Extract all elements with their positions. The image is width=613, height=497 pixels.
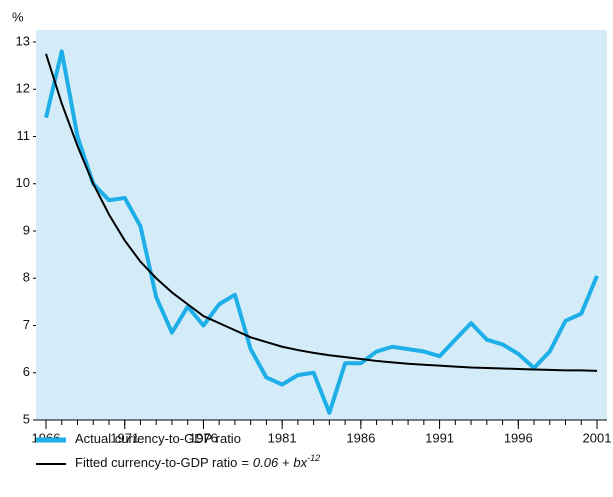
x-tick-label: 1991 bbox=[425, 430, 454, 445]
legend-constant: 0.06 + bbox=[253, 455, 290, 470]
x-tick-label: 1996 bbox=[504, 430, 533, 445]
x-tick-label: 1971 bbox=[110, 430, 139, 445]
y-tick-label: 5 bbox=[23, 411, 30, 426]
plot-background bbox=[36, 30, 607, 420]
legend-label: Actual currency-to-GDP ratio bbox=[75, 431, 241, 446]
y-tick-label: 8 bbox=[23, 270, 30, 285]
series-line bbox=[45, 53, 598, 372]
y-tick-label: 10 bbox=[16, 175, 30, 190]
x-tick-label: 1986 bbox=[346, 430, 375, 445]
x-tick-label: 2001 bbox=[583, 430, 612, 445]
y-unit: % bbox=[12, 9, 24, 24]
y-tick-label: 7 bbox=[23, 317, 30, 332]
legend-name: Actual currency-to-GDP ratio bbox=[75, 431, 241, 446]
legend-exponent: -12 bbox=[307, 453, 320, 463]
y-tick-label: 13 bbox=[16, 33, 30, 48]
y-tick-label: 9 bbox=[23, 222, 30, 237]
y-tick-label: 6 bbox=[23, 364, 30, 379]
legend-label: Fitted currency-to-GDP ratio = 0.06 + bx-12 bbox=[75, 453, 320, 470]
legend-term: bx bbox=[293, 455, 307, 470]
series-line bbox=[44, 49, 599, 415]
y-tick-label: 12 bbox=[16, 81, 30, 96]
x-tick-label: 1976 bbox=[189, 430, 218, 445]
legend-equals: = bbox=[241, 455, 249, 470]
legend-name: Fitted currency-to-GDP ratio bbox=[75, 455, 237, 470]
x-tick-label: 1981 bbox=[268, 430, 297, 445]
y-tick-label: 11 bbox=[17, 128, 31, 143]
